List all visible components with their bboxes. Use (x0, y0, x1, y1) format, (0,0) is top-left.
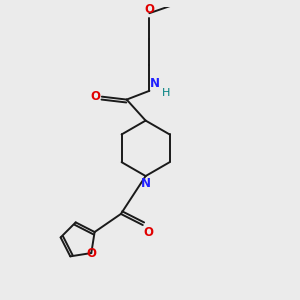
Text: O: O (90, 90, 100, 103)
Text: O: O (143, 226, 153, 238)
Text: O: O (144, 3, 154, 16)
Text: H: H (162, 88, 170, 98)
Text: O: O (86, 247, 96, 260)
Text: N: N (141, 178, 151, 190)
Text: N: N (149, 77, 159, 90)
